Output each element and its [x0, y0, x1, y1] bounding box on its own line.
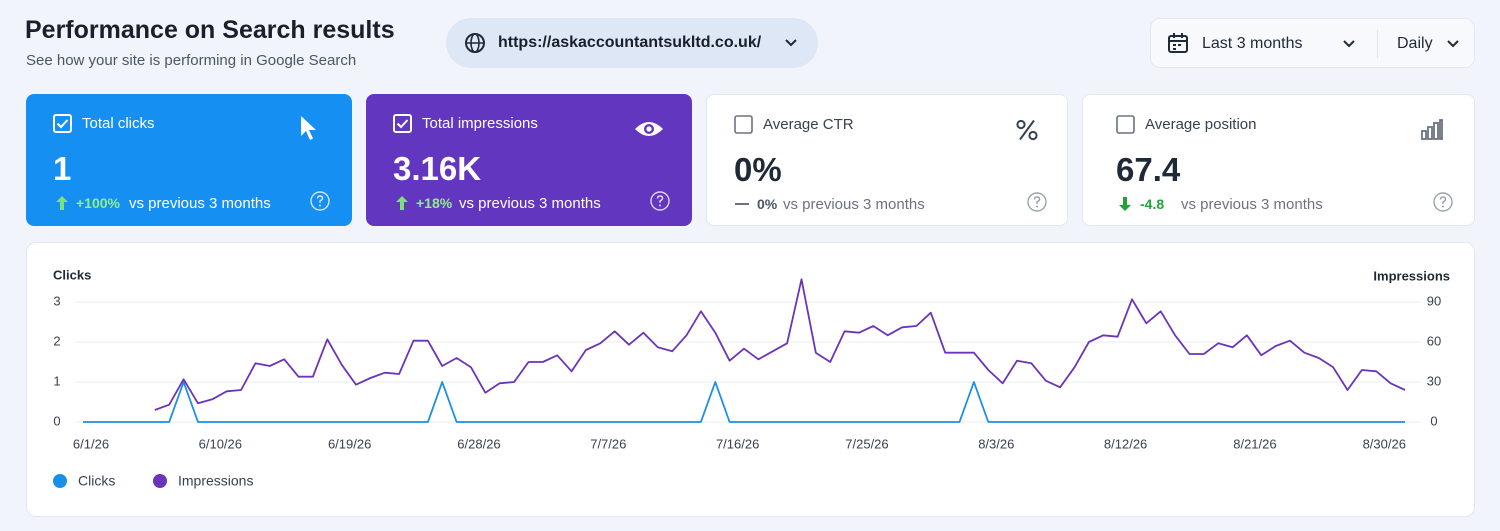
y2-tick-label: 60: [1427, 333, 1441, 348]
card-value: 0%: [734, 151, 782, 188]
checkbox[interactable]: [734, 115, 753, 134]
date-range[interactable]: Last 3 months: [1202, 35, 1303, 52]
legend-swatch: [53, 474, 67, 488]
y2-tick-label: 0: [1430, 413, 1437, 428]
metric-card[interactable]: Total impressions 3.16K +18% vs previous…: [366, 94, 692, 226]
x-tick-label: 6/28/26: [457, 436, 500, 451]
y-tick-label: 1: [53, 373, 60, 388]
x-tick-label: 8/12/26: [1104, 436, 1147, 451]
checkbox[interactable]: [53, 114, 72, 133]
page-title: Performance on Search results: [25, 16, 395, 44]
card-change: 0%: [757, 196, 778, 212]
card-comparison: vs previous 3 months: [129, 195, 271, 212]
up-arrow: [56, 196, 68, 210]
card-label: Average CTR: [763, 116, 854, 133]
divider: [1377, 30, 1378, 58]
card-label: Average position: [1145, 116, 1257, 133]
site-selector[interactable]: https://askaccountantsukltd.co.uk/: [446, 18, 818, 68]
metric-card[interactable]: Average position 67.4 -4.8 vs previous 3…: [1082, 94, 1475, 226]
x-tick-label: 7/25/26: [845, 436, 888, 451]
globe-icon: [465, 33, 485, 53]
x-tick-label: 8/21/26: [1233, 436, 1276, 451]
y-axis-title: Clicks: [53, 267, 91, 282]
chevron: [1447, 40, 1459, 48]
percent-icon: [1016, 119, 1038, 141]
legend-label: Impressions: [178, 473, 253, 489]
card-comparison: vs previous 3 months: [1181, 196, 1323, 213]
x-tick-label: 7/16/26: [716, 436, 759, 451]
card-label: Total impressions: [422, 115, 538, 132]
eye-icon: [635, 122, 663, 136]
card-value: 1: [53, 150, 72, 187]
legend-label: Clicks: [78, 473, 115, 489]
card-change: +100%: [76, 195, 120, 211]
series-line: [83, 381, 1405, 423]
card-comparison: vs previous 3 months: [783, 196, 925, 213]
card-change: -4.8: [1140, 196, 1165, 212]
metric-card[interactable]: Average CTR 0% 0% vs previous 3 months: [706, 94, 1068, 226]
up-arrow: [396, 196, 408, 210]
x-tick-label: 6/19/26: [328, 436, 371, 451]
y-tick-label: 3: [53, 293, 60, 308]
calendar-icon: [1168, 33, 1188, 53]
help-icon[interactable]: [650, 191, 670, 211]
x-tick-label: 8/3/26: [978, 436, 1014, 451]
granularity[interactable]: Daily: [1397, 35, 1433, 52]
checkbox[interactable]: [393, 114, 412, 133]
y-tick-label: 0: [53, 413, 60, 428]
card-value: 3.16K: [393, 150, 482, 187]
card-label: Total clicks: [82, 115, 155, 132]
no-change-dash: [735, 203, 749, 205]
x-tick-label: 7/7/26: [590, 436, 626, 451]
chevron: [1343, 40, 1355, 48]
y2-axis-title: Impressions: [1373, 268, 1450, 283]
legend-swatch: [153, 474, 167, 488]
series-line: [154, 278, 1406, 411]
cursor-icon: [301, 116, 316, 140]
bar-chart-icon: [1421, 119, 1443, 140]
card-change: +18%: [416, 195, 453, 211]
y-tick-label: 2: [53, 333, 60, 348]
chart-panel: [26, 242, 1475, 517]
date-controls: Last 3 months Daily: [1150, 18, 1475, 68]
y2-tick-label: 90: [1427, 293, 1441, 308]
page-subtitle: See how your site is performing in Googl…: [26, 52, 357, 69]
help-icon[interactable]: [1027, 192, 1047, 212]
x-tick-label: 6/1/26: [73, 436, 109, 451]
site-url: https://askaccountantsukltd.co.uk/: [498, 34, 762, 51]
x-tick-label: 8/30/26: [1363, 436, 1406, 451]
card-value: 67.4: [1116, 151, 1181, 188]
checkbox[interactable]: [1116, 115, 1135, 134]
down-arrow: [1119, 197, 1131, 211]
x-tick-label: 6/10/26: [199, 436, 242, 451]
card-comparison: vs previous 3 months: [459, 195, 601, 212]
y2-tick-label: 30: [1427, 373, 1441, 388]
metric-card[interactable]: Total clicks 1 +100% vs previous 3 month…: [26, 94, 352, 226]
help-icon[interactable]: [1433, 192, 1453, 212]
help-icon[interactable]: [310, 191, 330, 211]
chevron: [785, 39, 797, 47]
